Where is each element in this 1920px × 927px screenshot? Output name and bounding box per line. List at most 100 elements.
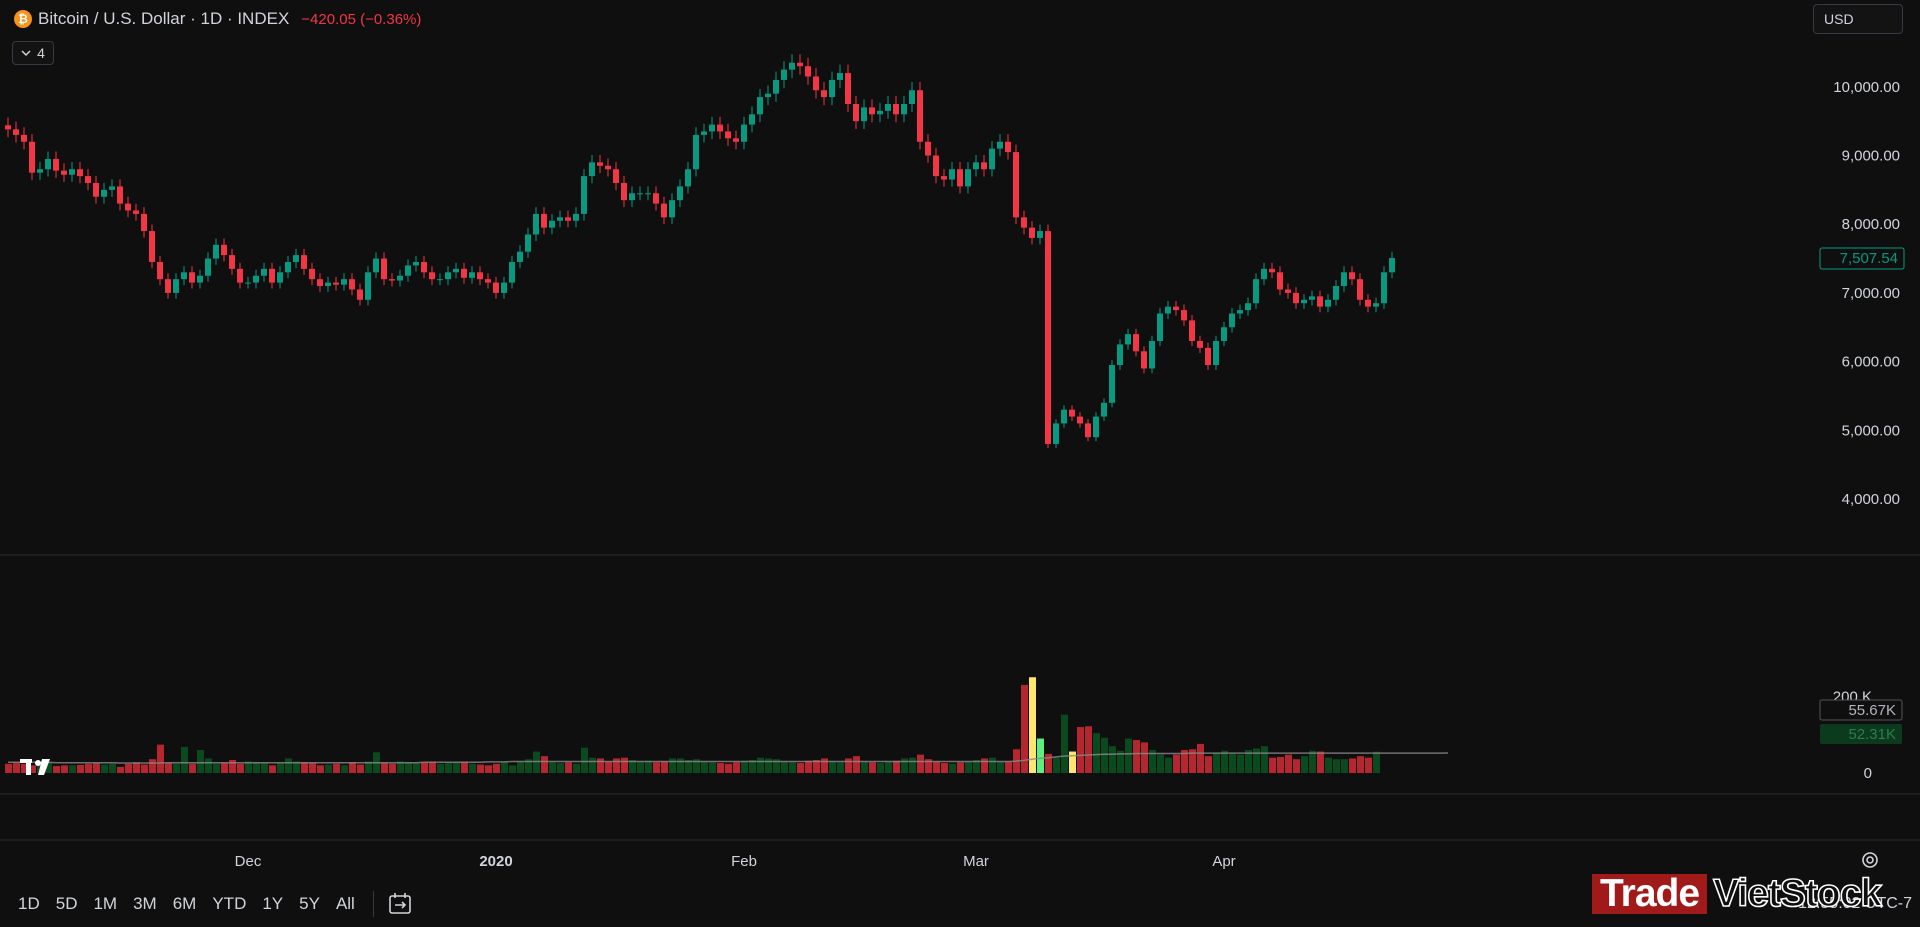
range-5y[interactable]: 5Y <box>299 894 320 913</box>
range-3m[interactable]: 3M <box>133 894 157 913</box>
range-5d[interactable]: 5D <box>55 894 78 913</box>
candle-body <box>365 272 371 300</box>
candle-body <box>181 272 187 280</box>
volume-bar <box>637 761 644 773</box>
candle-body <box>597 162 603 166</box>
volume-bar <box>317 765 324 773</box>
range-6m[interactable]: 6M <box>172 894 197 913</box>
gear-icon[interactable] <box>1858 848 1882 872</box>
candle-body <box>1093 416 1099 438</box>
watermark-logo: Trade VietStock <box>1592 871 1883 916</box>
volume-bar <box>661 761 668 773</box>
volume-bar <box>389 763 396 773</box>
volume-bar <box>1133 740 1140 773</box>
candle-body <box>637 193 643 195</box>
volume-bar <box>541 756 548 773</box>
volume-bar <box>621 757 628 773</box>
price-tick-label: 10,000.00 <box>1833 79 1900 96</box>
candle-body <box>1317 296 1323 307</box>
currency-select[interactable]: USD <box>1813 4 1903 34</box>
volume-bar <box>573 763 580 773</box>
volume-bar <box>885 761 892 773</box>
candle-body <box>45 158 51 170</box>
candle-body <box>477 272 483 280</box>
candle-body <box>1205 347 1211 366</box>
candle-body <box>381 258 387 280</box>
volume-bar <box>605 761 612 773</box>
candle-body <box>573 213 579 221</box>
volume-bar <box>237 763 244 773</box>
volume-ma-line <box>8 752 1449 764</box>
volume-bar <box>981 758 988 773</box>
volume-bar <box>717 763 724 773</box>
clock[interactable]: 12:55:02 UTC-7 <box>1798 895 1912 912</box>
volume-bar <box>597 758 604 773</box>
volume-bar <box>709 762 716 773</box>
candle-body <box>1189 320 1195 341</box>
candle-body <box>885 103 891 111</box>
candle-body <box>589 162 595 177</box>
candle-body <box>845 73 851 104</box>
range-1y[interactable]: 1Y <box>262 894 284 913</box>
volume-bar <box>917 754 924 773</box>
volume-bar <box>765 758 772 773</box>
volume-bar <box>1365 757 1372 773</box>
candle-body <box>357 289 363 300</box>
volume-bar <box>733 762 740 773</box>
candle-body <box>717 124 723 132</box>
volume-bar <box>29 765 36 773</box>
candle-body <box>85 176 91 183</box>
indicators-toggle[interactable]: 4 <box>12 41 54 65</box>
volume-bar <box>1341 759 1348 773</box>
volume-bar <box>1109 746 1116 773</box>
bitcoin-icon: ₿ <box>14 10 32 28</box>
candle-body <box>1197 340 1203 348</box>
volume-bar <box>421 762 428 773</box>
volume-bar <box>1157 754 1164 773</box>
candle-body <box>565 217 571 221</box>
symbol-header[interactable]: ₿ Bitcoin / U.S. Dollar · 1D · INDEX −42… <box>14 8 421 30</box>
volume-bar <box>1309 750 1316 773</box>
candle-body <box>893 103 899 115</box>
date-range-icon[interactable] <box>386 890 414 918</box>
candle-body <box>157 261 163 280</box>
symbol-title[interactable]: Bitcoin / U.S. Dollar · 1D · INDEX <box>38 9 290 28</box>
volume-bar <box>61 765 68 773</box>
candle-body <box>789 62 795 70</box>
volume-bar <box>693 759 700 773</box>
volume-bar <box>525 759 532 773</box>
range-all[interactable]: All <box>335 894 355 913</box>
candle-body <box>61 170 67 175</box>
candle-body <box>1373 303 1379 307</box>
candle-body <box>1221 327 1227 341</box>
candle-body <box>229 255 235 269</box>
candle-body <box>709 124 715 132</box>
candle-body <box>621 182 627 201</box>
candle-body <box>373 258 379 273</box>
candle-body <box>141 213 147 232</box>
candle-body <box>93 182 99 197</box>
volume-bar <box>1221 750 1228 773</box>
candle-body <box>1109 365 1115 403</box>
candle-body <box>285 261 291 273</box>
volume-bar <box>1053 757 1060 773</box>
volume-bar <box>93 763 100 773</box>
volume-bar <box>381 763 388 773</box>
candle-body <box>253 275 259 283</box>
volume-bar <box>533 751 540 773</box>
chevron-down-icon <box>21 50 31 57</box>
volume-bar <box>645 760 652 773</box>
candle-body <box>1301 299 1307 304</box>
candle-body <box>1013 152 1019 218</box>
volume-bar <box>805 760 812 773</box>
watermark-vietstock: VietStock <box>1712 871 1883 916</box>
range-ytd[interactable]: YTD <box>212 894 247 913</box>
range-1d[interactable]: 1D <box>18 894 40 913</box>
candle-body <box>325 282 331 287</box>
volume-bar <box>437 763 444 773</box>
volume-bar <box>181 746 188 773</box>
volume-bar <box>1237 754 1244 773</box>
price-tick-label: 6,000.00 <box>1842 354 1900 371</box>
range-1m[interactable]: 1M <box>93 894 118 913</box>
